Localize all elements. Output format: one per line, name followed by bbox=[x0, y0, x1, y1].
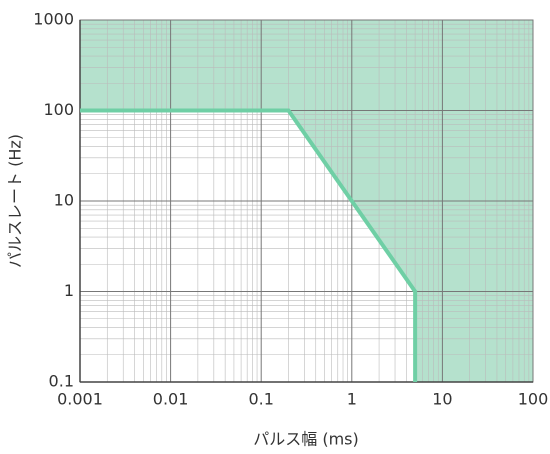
x-tick-label: 0.1 bbox=[248, 390, 273, 409]
y-axis-label: パルスレート (Hz) bbox=[6, 134, 25, 268]
x-axis-label: パルス幅 (ms) bbox=[253, 430, 359, 449]
x-tick-label: 10 bbox=[432, 390, 452, 409]
x-tick-label: 100 bbox=[518, 390, 549, 409]
y-tick-label: 10 bbox=[54, 191, 74, 210]
x-tick-label: 0.001 bbox=[57, 390, 103, 409]
x-tick-label: 1 bbox=[347, 390, 357, 409]
y-tick-label: 0.1 bbox=[49, 372, 74, 391]
y-tick-label: 1 bbox=[64, 281, 74, 300]
y-tick-label: 100 bbox=[43, 100, 74, 119]
line bbox=[80, 108, 418, 382]
y-tick-label: 1000 bbox=[33, 10, 74, 29]
x-tick-label: 0.01 bbox=[153, 390, 189, 409]
